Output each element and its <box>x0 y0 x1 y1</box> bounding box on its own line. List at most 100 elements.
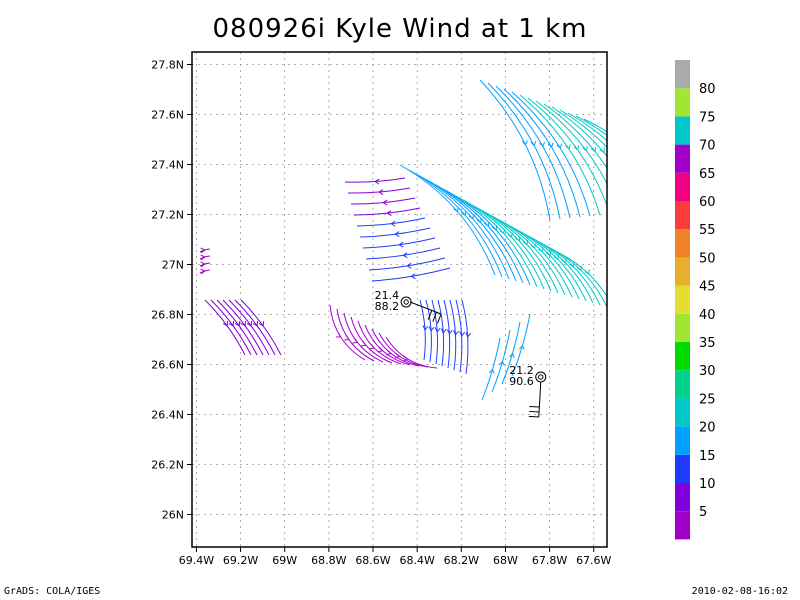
colorbar-label: 50 <box>699 251 716 266</box>
wind-barb-flag <box>528 415 539 418</box>
streamline <box>449 299 457 371</box>
streamline <box>371 267 451 282</box>
streamline <box>559 109 607 149</box>
streamline <box>461 299 469 375</box>
storm-center-marker <box>400 296 412 308</box>
center-label-top: 21.2 <box>509 364 534 377</box>
streamline <box>511 91 591 217</box>
wind-arrow <box>390 220 396 227</box>
wind-arrow <box>234 321 241 327</box>
wind-arrow <box>508 352 515 359</box>
colorbar-segment <box>675 398 690 427</box>
streamline <box>385 336 438 369</box>
wind-barb-flag <box>437 313 442 324</box>
wind-arrow <box>361 341 367 347</box>
colorbar-segment <box>675 116 690 145</box>
lon-tick-label: 69.2W <box>223 554 258 567</box>
colorbar-segment <box>675 483 690 512</box>
wind-arrow <box>453 330 459 336</box>
streamline <box>437 299 445 367</box>
wind-arrow <box>488 368 495 375</box>
map-title: 080926i Kyle Wind at 1 km <box>212 14 588 44</box>
lon-tick-label: 67.8W <box>532 554 567 567</box>
colorbar-segment <box>675 144 690 173</box>
storm-track: 21.488.2 21.290.6 <box>375 289 547 418</box>
wind-arrow <box>556 143 563 150</box>
wind-arrow <box>394 352 401 359</box>
streamline <box>551 106 607 158</box>
wind-arrow <box>402 252 408 259</box>
colorbar-label: 65 <box>699 167 716 182</box>
colorbar-segment <box>675 342 690 371</box>
wind-arrow <box>258 321 265 327</box>
lat-tick-label: 26.2N <box>151 459 184 472</box>
wind-arrow <box>539 141 545 148</box>
lon-tick-label: 69.4W <box>179 554 214 567</box>
streamline <box>503 88 581 218</box>
wind-arrow <box>599 147 605 154</box>
timestamp: 2010-02-08-16:02 <box>691 586 788 597</box>
wind-arrow <box>374 178 380 185</box>
lon-tick-label: 68W <box>493 554 518 567</box>
color-legend: 5 10 15 20 25 30 35 40 45 50 55 60 65 70 75 80 <box>675 60 716 540</box>
streamline <box>443 299 451 369</box>
colorbar-segment <box>675 454 690 483</box>
storm-center-dot <box>403 299 409 305</box>
lon-tick-label: 67.6W <box>576 554 611 567</box>
wind-arrow <box>386 210 392 217</box>
wind-barb-flag <box>427 310 433 320</box>
wind-arrow <box>491 225 498 231</box>
wind-arrow <box>521 140 528 146</box>
colorbar-label: 80 <box>699 82 716 97</box>
streamline <box>353 207 421 216</box>
lon-tick-label: 68.6W <box>355 554 390 567</box>
wind-arrow <box>228 321 235 327</box>
wind-arrow <box>590 146 597 153</box>
colorbar-label: 45 <box>699 280 716 295</box>
wind-arrow <box>617 149 621 154</box>
wind-arrow <box>200 268 206 275</box>
wind-barb-flag <box>529 410 540 413</box>
wind-arrow <box>398 241 404 248</box>
colorbar-label: 60 <box>699 195 716 210</box>
streamline <box>567 112 607 142</box>
wind-arrow <box>344 335 350 341</box>
lat-tick-label: 27.4N <box>151 159 184 172</box>
streamline <box>552 249 607 298</box>
lat-tick-label: 26.4N <box>151 409 184 422</box>
wind-arrow <box>626 150 630 155</box>
streamline <box>419 299 426 361</box>
streamline <box>356 217 426 227</box>
colorbar-label: 30 <box>699 364 716 379</box>
center-label-bottom: 90.6 <box>509 375 534 388</box>
colorbar-segment <box>675 172 690 201</box>
colorbar-segment <box>675 88 690 117</box>
lat-tick-label: 27.6N <box>151 109 184 122</box>
wind-barb-flag <box>432 312 437 322</box>
wind-arrow <box>518 344 525 351</box>
streamline <box>350 316 393 364</box>
streamline <box>365 247 441 260</box>
wind-arrow <box>468 214 475 220</box>
colorbar-segment <box>675 285 690 314</box>
streamline <box>408 169 503 278</box>
streamline <box>359 227 431 238</box>
colorbar-segment <box>675 201 690 230</box>
wind-arrow <box>584 269 590 275</box>
lon-tick-label: 68.8W <box>311 554 346 567</box>
streamline <box>575 115 607 137</box>
colorbar-label: 20 <box>699 421 716 436</box>
wind-arrow <box>434 327 441 333</box>
lat-tick-label: 26.8N <box>151 309 184 322</box>
wind-arrow <box>378 189 384 196</box>
streamline <box>481 337 501 401</box>
colorbar-label: 40 <box>699 308 716 323</box>
wind-arrow <box>382 199 388 206</box>
grid-lines <box>192 52 607 547</box>
colorbar-segment <box>675 426 690 455</box>
colorbar-label: 5 <box>699 505 707 520</box>
center-label-top: 21.4 <box>375 289 400 302</box>
wind-arrow <box>634 151 638 156</box>
wind-arrow <box>394 231 400 238</box>
